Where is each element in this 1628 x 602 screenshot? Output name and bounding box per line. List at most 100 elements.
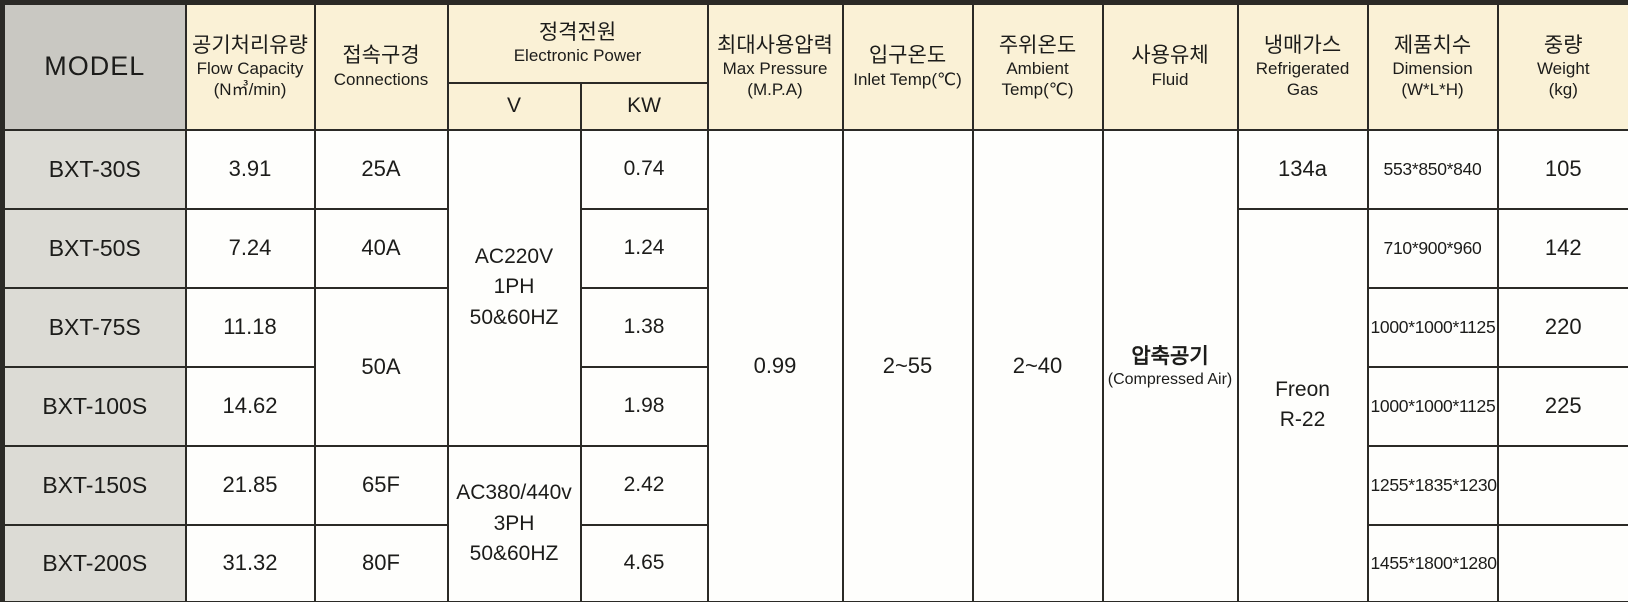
- table-row-bxt-50s: BXT-50S 7.24 40A 1.24 Freon R-22 710*900…: [1, 207, 1628, 602]
- model-cell: BXT-75S: [1, 286, 187, 368]
- dimension-cell: 1455*1800*1280: [1366, 523, 1499, 602]
- dimension-cell: 1000*1000*1125: [1366, 286, 1499, 368]
- header-max-pressure: 최대사용압력 Max Pressure (M.P.A): [706, 1, 844, 131]
- kw-cell: 2.42: [579, 444, 709, 526]
- header-ambient-en: Ambient Temp(℃): [1001, 59, 1074, 99]
- header-gas-en: Refrigerated Gas: [1255, 59, 1350, 99]
- flow-cell: 11.18: [184, 286, 316, 368]
- gas-cell-rows2-6: Freon R-22: [1236, 207, 1369, 602]
- header-dimension: 제품치수 Dimension (W*L*H): [1366, 1, 1499, 131]
- header-flow-unit: (N㎥/min): [213, 80, 287, 100]
- header-row-main: MODEL 공기처리유량 Flow Capacity (N㎥/min) 접속구경…: [1, 1, 1628, 131]
- gas-line: R-22: [1279, 408, 1326, 432]
- weight-cell: 105: [1496, 128, 1628, 210]
- header-connections-ko: 접속구경: [342, 44, 420, 68]
- header-ambient-temp: 주위온도 Ambient Temp(℃): [971, 1, 1104, 131]
- header-connections: 접속구경 Connections: [313, 1, 449, 131]
- power-v-line: 3PH: [493, 511, 535, 535]
- header-flow-capacity: 공기처리유량 Flow Capacity (N㎥/min): [184, 1, 316, 131]
- header-weight: 중량 Weight (kg): [1496, 1, 1628, 131]
- header-power-en: Electronic Power: [513, 46, 642, 66]
- fluid-ko-value: 압축공기: [1131, 344, 1209, 368]
- gas-line: Freon: [1275, 377, 1330, 401]
- header-pressure-unit: (M.P.A): [747, 80, 803, 100]
- header-inlet-temp: 입구온도 Inlet Temp(℃): [841, 1, 974, 131]
- header-flow-ko: 공기처리유량: [192, 33, 308, 57]
- header-inlet-ko: 입구온도: [868, 44, 947, 68]
- header-power-v: V: [446, 81, 582, 131]
- header-weight-en: Weight: [1536, 59, 1590, 79]
- weight-cell: 142: [1496, 207, 1628, 289]
- weight-cell: [1496, 523, 1628, 602]
- dimension-cell: 553*850*840: [1366, 128, 1499, 210]
- header-gas-ko: 냉매가스: [1263, 34, 1342, 58]
- flow-cell: 7.24: [184, 207, 316, 289]
- connections-cell: 40A: [313, 207, 449, 289]
- flow-cell: 3.91: [184, 128, 316, 210]
- header-dimension-ko: 제품치수: [1393, 33, 1472, 57]
- header-weight-unit: (kg): [1548, 80, 1578, 100]
- max-pressure-cell: 0.99: [706, 128, 844, 602]
- kw-cell: 0.74: [579, 128, 709, 210]
- power-v-line: 50&60HZ: [469, 541, 559, 565]
- header-electronic-power: 정격전원 Electronic Power: [446, 1, 709, 84]
- model-cell: BXT-150S: [1, 444, 187, 526]
- connections-cell: 80F: [313, 523, 449, 602]
- header-fluid: 사용유체 Fluid: [1101, 1, 1239, 131]
- connections-cell: 25A: [313, 128, 449, 210]
- header-pressure-en: Max Pressure: [722, 59, 828, 79]
- flow-cell: 21.85: [184, 444, 316, 526]
- table-row-bxt-75s: BXT-75S 11.18 50A 1.38 1000*1000*1125 22…: [1, 286, 1628, 447]
- fluid-en-value: (Compressed Air): [1107, 370, 1233, 388]
- flow-cell: 14.62: [184, 365, 316, 447]
- table-row-bxt-30s: BXT-30S 3.91 25A AC220V 1PH 50&60HZ 0.74…: [1, 128, 1628, 602]
- weight-cell: [1496, 444, 1628, 526]
- model-cell: BXT-100S: [1, 365, 187, 447]
- header-pressure-ko: 최대사용압력: [717, 33, 833, 57]
- model-cell: BXT-30S: [1, 128, 187, 210]
- header-power-kw: KW: [579, 81, 709, 131]
- header-dimension-en: Dimension: [1392, 59, 1473, 79]
- power-v-cell-rows5-6: AC380/440v 3PH 50&60HZ: [446, 444, 582, 602]
- power-v-cell-rows1-4: AC220V 1PH 50&60HZ: [446, 128, 582, 447]
- dimension-cell: 1000*1000*1125: [1366, 365, 1499, 447]
- flow-cell: 31.32: [184, 523, 316, 602]
- kw-cell: 1.98: [579, 365, 709, 447]
- kw-cell: 1.24: [579, 207, 709, 289]
- power-v-line: 50&60HZ: [469, 305, 559, 329]
- header-flow-en: Flow Capacity: [196, 59, 304, 79]
- connections-cell: 65F: [313, 444, 449, 526]
- power-v-line: 1PH: [493, 275, 535, 299]
- kw-cell: 1.38: [579, 286, 709, 368]
- table-row-bxt-150s: BXT-150S 21.85 65F AC380/440v 3PH 50&60H…: [1, 444, 1628, 602]
- dimension-cell: 710*900*960: [1366, 207, 1499, 289]
- kw-cell: 4.65: [579, 523, 709, 602]
- power-v-line: AC220V: [474, 244, 554, 268]
- header-connections-en: Connections: [333, 69, 429, 89]
- dimension-cell: 1255*1835*1230: [1366, 444, 1499, 526]
- header-weight-ko: 중량: [1543, 33, 1583, 57]
- table-row-bxt-100s: BXT-100S 14.62 1.98 1000*1000*1125 225: [1, 365, 1628, 447]
- gas-cell: 134a: [1236, 128, 1369, 210]
- connections-cell-rows3-4: 50A: [313, 286, 449, 447]
- header-refrigerated-gas: 냉매가스 Refrigerated Gas: [1236, 1, 1369, 131]
- header-inlet-en: Inlet Temp(℃): [853, 69, 962, 89]
- inlet-temp-cell: 2~55: [841, 128, 974, 602]
- fluid-cell: 압축공기 (Compressed Air): [1101, 128, 1239, 602]
- header-row-power-sub: V KW: [3, 81, 1628, 131]
- header-fluid-en: Fluid: [1151, 69, 1189, 89]
- header-power-ko: 정격전원: [538, 20, 617, 44]
- table-row-bxt-200s: BXT-200S 31.32 80F 4.65 1455*1800*1280: [1, 523, 1628, 602]
- header-ambient-ko: 주위온도: [998, 34, 1077, 58]
- header-fluid-ko: 사용유체: [1131, 44, 1209, 68]
- weight-cell: 225: [1496, 365, 1628, 447]
- header-dimension-unit: (W*L*H): [1401, 80, 1464, 100]
- weight-cell: 220: [1496, 286, 1628, 368]
- header-model: MODEL: [1, 1, 187, 131]
- header-model-label: MODEL: [44, 51, 146, 82]
- model-cell: BXT-50S: [1, 207, 187, 289]
- model-cell: BXT-200S: [1, 523, 187, 602]
- power-v-line: AC380/440v: [456, 481, 572, 505]
